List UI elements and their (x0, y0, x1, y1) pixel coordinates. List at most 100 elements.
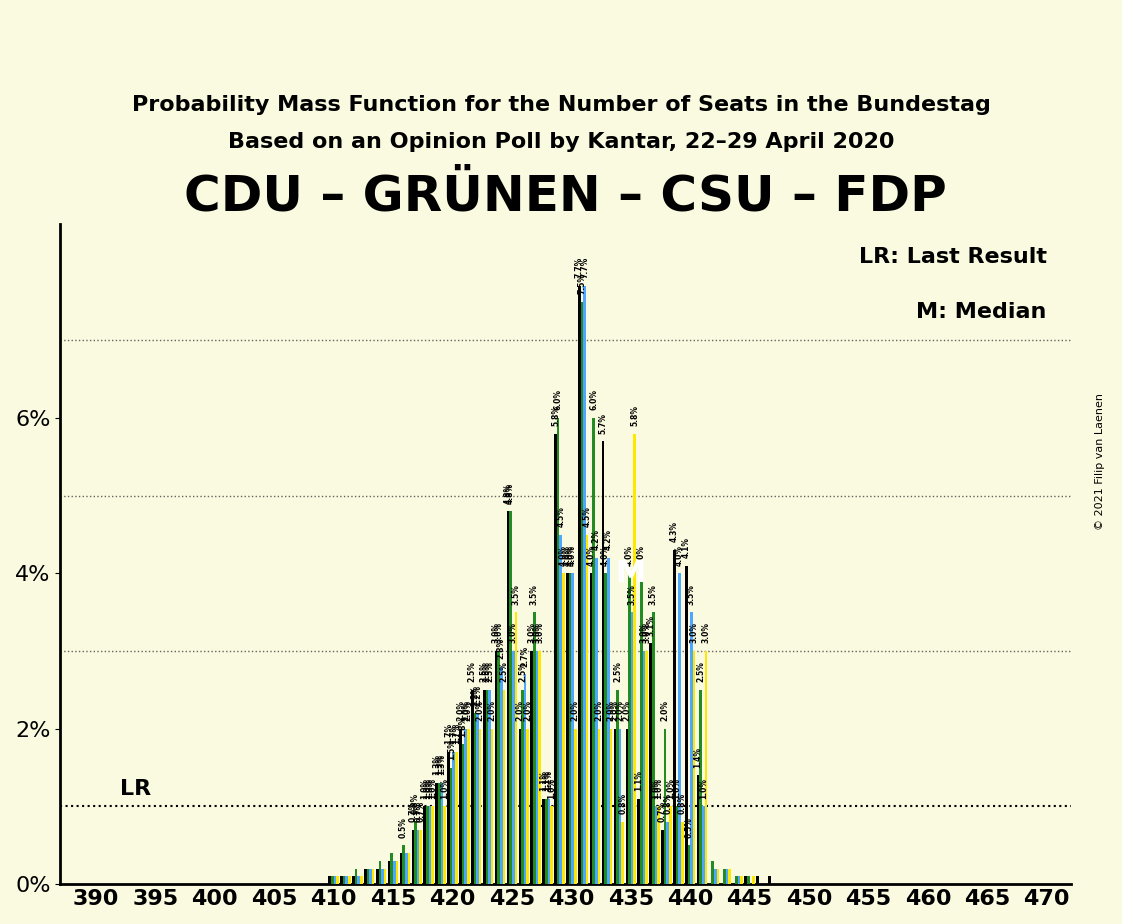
Bar (583, 286, 586, 884)
Text: 4.0%: 4.0% (565, 545, 574, 565)
Text: 3.0%: 3.0% (527, 623, 536, 643)
Bar (509, 511, 512, 884)
Text: 3.5%: 3.5% (512, 584, 521, 604)
Bar (367, 869, 369, 884)
Bar (426, 807, 429, 884)
Title: CDU – GRÜNEN – CSU – FDP: CDU – GRÜNEN – CSU – FDP (184, 172, 947, 220)
Text: 2.0%: 2.0% (571, 700, 580, 721)
Text: 2.0%: 2.0% (610, 700, 619, 721)
Text: 4.3%: 4.3% (670, 521, 679, 542)
Bar (381, 869, 384, 884)
Bar (456, 752, 458, 884)
Bar (479, 729, 481, 884)
Text: 2.0%: 2.0% (523, 700, 532, 721)
Bar (622, 822, 624, 884)
Bar (690, 613, 692, 884)
Text: 2.0%: 2.0% (456, 700, 465, 721)
Bar (634, 433, 636, 884)
Text: 3.1%: 3.1% (646, 614, 655, 636)
Text: 2.0%: 2.0% (616, 700, 625, 721)
Bar (631, 613, 634, 884)
Text: 1.1%: 1.1% (540, 770, 549, 791)
Text: 4.0%: 4.0% (637, 545, 646, 565)
Bar (548, 798, 550, 884)
Bar (343, 876, 346, 884)
Text: 3.0%: 3.0% (640, 623, 649, 643)
Text: 0.8%: 0.8% (663, 793, 672, 814)
Text: 1.8%: 1.8% (459, 715, 468, 736)
Bar (531, 651, 533, 884)
Bar (420, 830, 422, 884)
Text: 0.7%: 0.7% (414, 801, 423, 822)
Bar (329, 876, 331, 884)
Bar (637, 798, 640, 884)
Bar (535, 651, 539, 884)
Text: M: Median: M: Median (917, 301, 1047, 322)
Bar (352, 876, 355, 884)
Text: 4.0%: 4.0% (601, 545, 610, 565)
Text: 3.5%: 3.5% (627, 584, 636, 604)
Bar (364, 869, 367, 884)
Text: 3.5%: 3.5% (649, 584, 657, 604)
Bar (605, 574, 607, 884)
Bar (405, 853, 407, 884)
Bar (661, 830, 664, 884)
Bar (654, 807, 657, 884)
Bar (340, 876, 343, 884)
Bar (490, 729, 494, 884)
Text: 1.0%: 1.0% (654, 778, 663, 798)
Bar (560, 535, 562, 884)
Text: 2.5%: 2.5% (518, 662, 527, 682)
Text: 7.5%: 7.5% (578, 273, 587, 294)
Bar (376, 869, 378, 884)
Text: 7.7%: 7.7% (574, 257, 583, 278)
Bar (360, 876, 362, 884)
Text: 2.5%: 2.5% (499, 662, 508, 682)
Text: 0.7%: 0.7% (416, 801, 425, 822)
Bar (747, 876, 749, 884)
Bar (512, 651, 515, 884)
Bar (550, 807, 553, 884)
Text: 3.0%: 3.0% (494, 623, 503, 643)
Bar (533, 613, 535, 884)
Bar (526, 729, 528, 884)
Bar (393, 861, 396, 884)
Bar (503, 690, 505, 884)
Text: 4.5%: 4.5% (582, 506, 591, 527)
Bar (714, 869, 717, 884)
Text: 6.0%: 6.0% (553, 389, 562, 410)
Text: 4.2%: 4.2% (592, 529, 601, 550)
Bar (507, 511, 509, 884)
Text: 5.8%: 5.8% (631, 405, 640, 426)
Text: 1.7%: 1.7% (452, 723, 461, 745)
Bar (684, 565, 688, 884)
Text: 4.0%: 4.0% (587, 545, 596, 565)
Bar (355, 869, 358, 884)
Text: 2.0%: 2.0% (488, 700, 497, 721)
Bar (518, 729, 522, 884)
Bar (735, 876, 738, 884)
Text: LR: LR (120, 779, 150, 798)
Bar (384, 869, 386, 884)
Text: 2.0%: 2.0% (606, 700, 615, 721)
Bar (592, 419, 595, 884)
Bar (567, 574, 569, 884)
Text: 0.8%: 0.8% (618, 793, 627, 814)
Bar (452, 752, 456, 884)
Bar (482, 690, 486, 884)
Bar (578, 286, 580, 884)
Text: 4.0%: 4.0% (625, 545, 634, 565)
Bar (450, 768, 452, 884)
Bar (645, 651, 647, 884)
Text: 2.5%: 2.5% (613, 662, 622, 682)
Text: 2.5%: 2.5% (468, 662, 477, 682)
Text: 4.0%: 4.0% (675, 545, 684, 565)
Bar (675, 807, 679, 884)
Bar (595, 558, 598, 884)
Bar (497, 651, 500, 884)
Text: 2.0%: 2.0% (595, 700, 604, 721)
Text: 2.0%: 2.0% (463, 700, 472, 721)
Bar (471, 690, 473, 884)
Bar (441, 784, 443, 884)
Text: 2.2%: 2.2% (470, 685, 479, 706)
